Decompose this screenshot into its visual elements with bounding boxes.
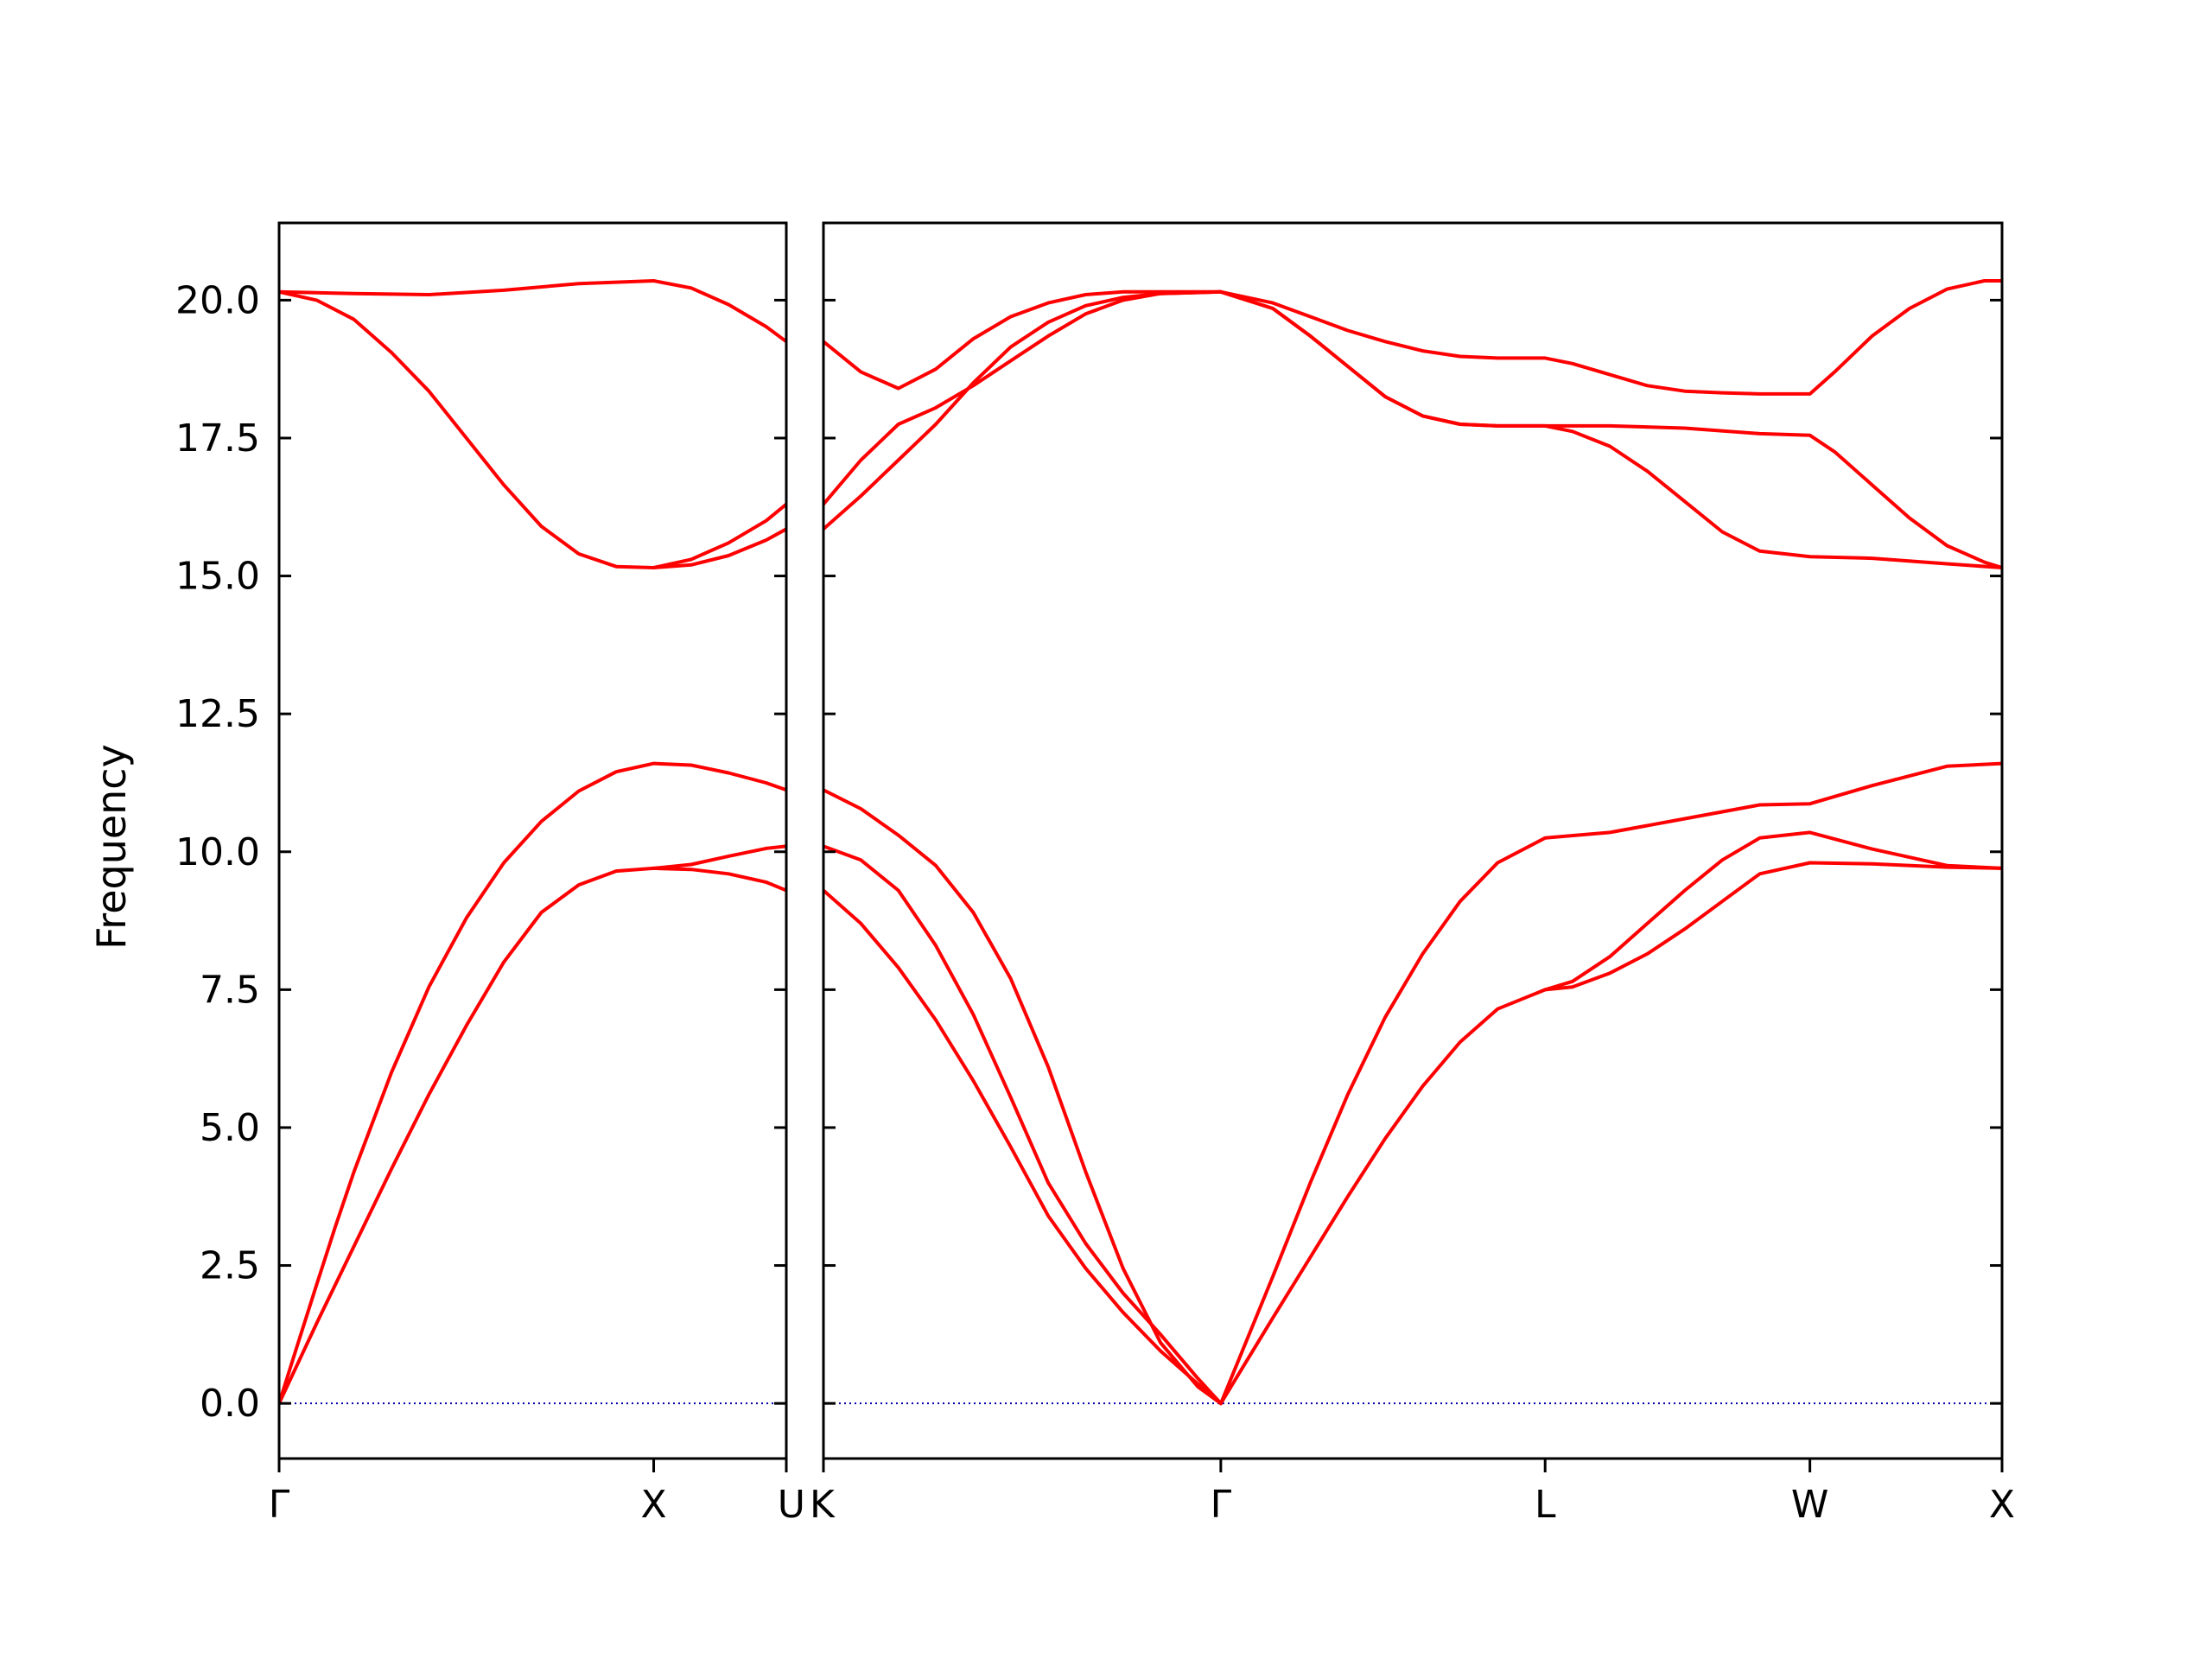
band-line-1-3 (1218, 761, 2002, 1406)
x-tick-label: W (1791, 1483, 1829, 1527)
x-tick-label: Γ (269, 1483, 290, 1527)
y-tick-label: 20.0 (175, 278, 260, 322)
y-tick-label: 0.0 (200, 1382, 260, 1426)
axes-frame (822, 221, 2004, 1460)
band-line-0-0 (279, 761, 786, 1406)
y-tick-label: 7.5 (200, 968, 260, 1012)
y-tick-label: 10.0 (175, 830, 260, 874)
y-tick-label: 2.5 (200, 1244, 260, 1288)
band-line-0-3 (279, 289, 786, 569)
y-axis-label: Frequency (88, 744, 135, 950)
axes-frame (277, 221, 788, 1460)
band-line-1-6 (823, 279, 2002, 396)
x-tick-label: X (1989, 1483, 2015, 1527)
band-line-1-8 (823, 289, 2002, 569)
y-tick-label: 12.5 (175, 692, 260, 736)
band-line-0-4 (652, 527, 786, 569)
band-line-0-1 (279, 866, 786, 1406)
left-panel: 0.0 2.5 5.0 7.5 10.0 12.5 15.0 17.5 20.0 Γ X U (175, 221, 805, 1527)
x-tick-label: Γ (1211, 1483, 1232, 1527)
band-line-1-2 (823, 888, 1223, 1406)
y-tick-label: 5.0 (200, 1106, 260, 1150)
band-line-1-4 (1218, 830, 2002, 1406)
band-line-0-2 (652, 844, 786, 870)
x-tick-label: U (778, 1483, 805, 1527)
x-tick-label: K (810, 1483, 836, 1527)
x-tick-label: X (640, 1483, 666, 1527)
x-tick-label: L (1535, 1483, 1556, 1527)
band-line-0-5 (279, 279, 786, 344)
band-line-1-7 (823, 289, 2002, 569)
y-tick-label: 17.5 (175, 416, 260, 461)
band-line-1-1 (823, 844, 1223, 1406)
band-line-1-5 (1543, 861, 2002, 992)
band-line-1-0 (823, 788, 1223, 1406)
y-tick-label: 15.0 (175, 555, 260, 599)
